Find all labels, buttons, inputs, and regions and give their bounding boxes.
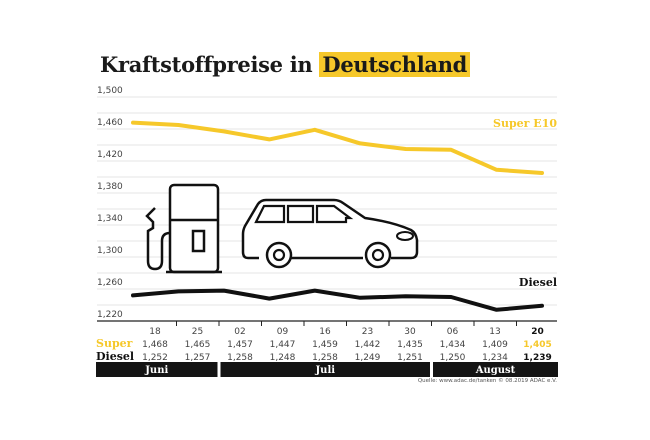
y-tick-label: 1,300 <box>97 246 123 256</box>
month-bar <box>96 362 218 377</box>
diesel-price-label: 1,248 <box>270 353 296 363</box>
x-tick-label: 16 <box>319 327 331 337</box>
legend-super-e10: Super E10 <box>493 117 557 130</box>
super-price-label: 1,468 <box>142 340 168 350</box>
diesel-price-label: 1,251 <box>397 353 423 363</box>
series-line-super <box>131 120 544 175</box>
super-price-label: 1,459 <box>312 340 338 350</box>
diesel-price-label: 1,249 <box>355 353 381 363</box>
y-tick-label: 1,340 <box>97 214 123 224</box>
diesel-price-label: 1,239 <box>523 353 551 363</box>
month-label: Juni <box>144 365 168 376</box>
legend-diesel: Diesel <box>519 276 557 289</box>
y-tick-label: 1,260 <box>97 278 123 288</box>
x-tick-label: 23 <box>362 327 373 337</box>
row-label-super: Super <box>96 337 133 350</box>
month-bar <box>220 362 430 377</box>
x-tick-label: 06 <box>447 327 459 337</box>
super-price-label: 1,409 <box>482 340 508 350</box>
x-tick-label: 25 <box>192 327 203 337</box>
y-tick-label: 1,420 <box>97 150 123 160</box>
x-tick-label: 20 <box>531 327 544 337</box>
super-price-label: 1,435 <box>397 340 423 350</box>
diesel-price-label: 1,250 <box>440 353 466 363</box>
chart-title: Kraftstoffpreise in Deutschland <box>100 52 471 77</box>
row-label-diesel: Diesel <box>96 350 134 363</box>
diesel-price-label: 1,257 <box>185 353 211 363</box>
month-label: August <box>475 365 516 376</box>
super-price-label: 1,434 <box>440 340 466 350</box>
y-tick-label: 1,220 <box>97 310 123 320</box>
series-line-diesel <box>131 288 544 312</box>
month-bar <box>433 362 558 377</box>
title-text: Kraftstoffpreise in <box>100 52 313 77</box>
month-label: Juli <box>314 365 335 376</box>
title-highlight: Deutschland <box>319 52 471 77</box>
super-price-label: 1,405 <box>523 340 551 350</box>
super-price-label: 1,442 <box>355 340 381 350</box>
source-note: Quelle: www.adac.de/tanken © 08.2019 ADA… <box>417 378 557 384</box>
x-tick-label: 13 <box>489 327 500 337</box>
x-tick-label: 02 <box>234 327 245 337</box>
super-price-label: 1,465 <box>185 340 211 350</box>
y-tick-label: 1,460 <box>97 118 123 128</box>
diesel-price-label: 1,258 <box>312 353 338 363</box>
y-tick-label: 1,380 <box>97 182 123 192</box>
x-tick-label: 09 <box>277 327 289 337</box>
x-tick-label: 30 <box>404 327 416 337</box>
diesel-price-label: 1,258 <box>227 353 253 363</box>
diesel-price-label: 1,252 <box>142 353 168 363</box>
diesel-price-label: 1,234 <box>482 353 508 363</box>
car-icon <box>241 198 419 269</box>
super-price-label: 1,457 <box>227 340 253 350</box>
y-tick-label: 1,500 <box>97 86 123 96</box>
x-tick-label: 18 <box>149 327 161 337</box>
super-price-label: 1,447 <box>270 340 296 350</box>
fuel-pump-icon <box>145 183 222 274</box>
